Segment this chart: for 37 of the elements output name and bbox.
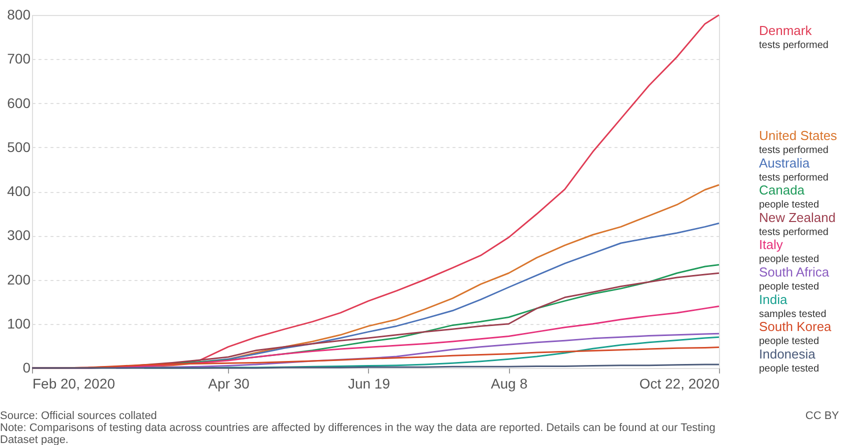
text: Note: Comparisons of testing data across countries are affected by differences in the way the data are reported. Details can be found at our Testing Dataset page. <box>0 422 716 445</box>
source-note: Source: Official sources collated <box>0 410 157 422</box>
text: Italy <box>759 237 784 252</box>
x-tick-label: Aug 8 <box>490 376 528 392</box>
text: people tested <box>759 336 820 348</box>
text: tests performed <box>759 145 828 156</box>
y-tick-label: 500 <box>7 138 31 155</box>
text: samples tested <box>759 308 826 320</box>
text: tests performed <box>759 40 828 51</box>
y-tick-label: 100 <box>7 315 31 332</box>
y-tick-label: 800 <box>7 6 31 22</box>
x-tick-label: Jun 19 <box>348 376 390 392</box>
text: people tested <box>759 200 820 211</box>
text: Australia <box>759 155 810 170</box>
text: CC BY <box>805 410 840 422</box>
text: people tested <box>759 282 820 292</box>
x-tick-label: Feb 20, 2020 <box>32 376 116 392</box>
y-tick-label: 600 <box>7 94 31 111</box>
text: Denmark <box>759 23 812 38</box>
text: India <box>759 292 788 307</box>
y-tick-label: 0 <box>22 360 31 376</box>
y-tick-label: 400 <box>7 183 31 199</box>
text: New Zealand <box>759 210 836 225</box>
x-tick-label: Oct 22, 2020 <box>639 376 720 392</box>
text: Canada <box>759 182 806 198</box>
x-tick-label: Apr 30 <box>208 376 250 392</box>
text: tests performed <box>759 172 828 184</box>
text: South Korea <box>759 319 832 334</box>
text: people tested <box>759 363 820 374</box>
text: Indonesia <box>759 346 816 362</box>
y-tick-label: 200 <box>7 271 31 288</box>
y-tick-label: 700 <box>7 50 31 67</box>
text: people tested <box>759 254 820 266</box>
y-tick-label: 300 <box>7 227 31 244</box>
text: United States <box>759 128 838 143</box>
text: tests performed <box>759 226 828 238</box>
text: South Africa <box>759 264 830 280</box>
